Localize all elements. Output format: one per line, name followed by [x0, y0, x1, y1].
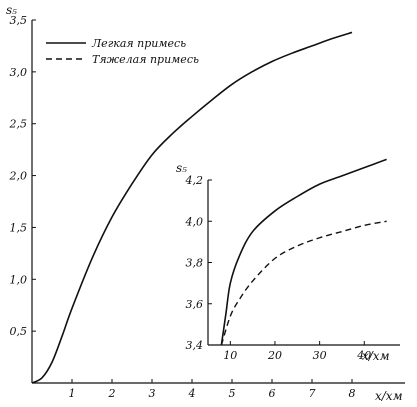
x-tick-label: 5 — [229, 387, 236, 400]
series-line-dashed — [220, 220, 387, 346]
x-tick-label: 4 — [188, 387, 196, 400]
main-y-axis-label: s₅ — [6, 3, 17, 17]
y-tick-label: 3,8 — [186, 257, 204, 270]
x-tick-label: 6 — [269, 387, 276, 400]
main-series — [31, 31, 353, 384]
legend: Легкая примесь Тяжелая примесь — [46, 37, 199, 66]
y-tick-label: 0,5 — [10, 325, 28, 338]
series-line-solid — [31, 31, 353, 384]
x-tick-label: 20 — [267, 349, 282, 362]
legend-label-light: Легкая примесь — [91, 37, 186, 50]
inset-plot: s₅ x/xм 10 20 30 40 3,4 3,6 3,8 4,0 4,2 — [176, 158, 400, 363]
inset-ticks: 10 20 30 40 3,4 3,6 3,8 4,0 4,2 — [185, 174, 372, 362]
x-tick-label: 3 — [149, 387, 156, 400]
y-tick-label: 1,5 — [10, 221, 28, 234]
y-tick-label: 3,5 — [10, 14, 28, 27]
x-tick-label: 7 — [309, 387, 316, 400]
x-tick-label: 30 — [313, 349, 327, 362]
main-ticks: 1 2 3 4 5 6 7 8 0,5 1,0 1,5 2,0 2,5 3,0 3,5 — [9, 14, 356, 400]
y-tick-label: 1,0 — [10, 273, 28, 286]
y-tick-label: 2,0 — [9, 170, 28, 183]
main-x-axis-label: x/xм — [375, 389, 403, 403]
y-tick-label: 4,0 — [185, 215, 204, 228]
y-tick-label: 4,2 — [185, 174, 204, 187]
y-tick-label: 3,4 — [186, 339, 204, 352]
x-tick-label: 1 — [69, 387, 76, 400]
y-tick-label: 3,6 — [186, 298, 204, 311]
x-tick-label: 8 — [349, 387, 356, 400]
y-tick-label: 3,0 — [10, 66, 28, 79]
y-tick-label: 2,5 — [9, 118, 28, 131]
inset-y-axis-label: s₅ — [176, 161, 187, 175]
x-tick-label: 2 — [108, 387, 116, 400]
inset-series — [220, 158, 387, 346]
series-line-solid — [220, 158, 387, 346]
legend-label-heavy: Тяжелая примесь — [92, 53, 199, 66]
x-tick-label: 10 — [223, 349, 237, 362]
inset-x-axis-label: x/xм — [362, 349, 390, 363]
main-plot: s₅ x/xм 1 2 3 4 5 6 7 8 0,5 1,0 1,5 2,0 2,5 3,0 3,5 — [6, 3, 405, 403]
x-tick-label: 40 — [356, 349, 371, 362]
